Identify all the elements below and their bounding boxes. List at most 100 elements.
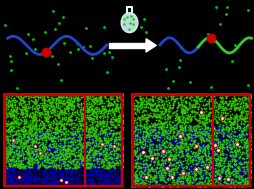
Point <box>18 160 22 163</box>
Point <box>31 179 35 182</box>
Point <box>161 151 165 154</box>
Point <box>177 149 181 152</box>
Point <box>59 156 63 159</box>
Point <box>205 135 209 138</box>
Point <box>55 146 59 149</box>
Point <box>150 166 154 169</box>
Point <box>154 152 158 155</box>
Point <box>20 128 24 131</box>
Point <box>138 121 142 124</box>
Point <box>101 154 105 157</box>
Point <box>167 101 171 105</box>
Point <box>214 160 218 163</box>
Point <box>20 130 24 133</box>
Point <box>11 138 15 141</box>
Point <box>149 159 153 162</box>
Point <box>8 122 12 125</box>
Point <box>213 133 217 136</box>
Point <box>111 98 115 101</box>
Point <box>136 116 140 119</box>
Point <box>103 161 107 164</box>
Point <box>166 141 170 144</box>
Point <box>239 152 243 155</box>
Point <box>187 145 191 148</box>
Point <box>130 145 134 148</box>
Point <box>85 185 89 188</box>
Point <box>72 130 76 133</box>
Point <box>114 108 118 111</box>
Point <box>119 151 123 154</box>
Point <box>99 94 103 97</box>
Point <box>140 149 144 152</box>
Point <box>63 142 67 145</box>
Point <box>108 154 113 157</box>
Point <box>93 106 98 109</box>
Point <box>94 107 98 110</box>
Point <box>95 159 99 162</box>
Point <box>44 51 48 54</box>
Point <box>172 167 177 170</box>
Point <box>95 127 99 130</box>
Point <box>217 179 221 182</box>
Point <box>131 143 135 146</box>
Point <box>167 141 171 144</box>
Point <box>66 149 70 153</box>
Point <box>156 163 160 166</box>
Point <box>237 155 241 158</box>
Point <box>180 174 184 177</box>
Point <box>71 104 75 107</box>
Point <box>134 163 138 166</box>
Point <box>151 159 155 162</box>
Point <box>233 131 237 134</box>
Point <box>192 178 196 181</box>
Point <box>176 176 180 179</box>
Point <box>4 111 8 114</box>
Point <box>151 103 155 106</box>
Point <box>168 115 172 118</box>
Point <box>51 130 55 133</box>
Point <box>233 145 237 148</box>
Point <box>177 118 181 121</box>
Point <box>67 153 71 156</box>
Point <box>107 164 112 167</box>
Point <box>232 126 236 129</box>
Point <box>247 168 251 171</box>
Point <box>218 144 222 147</box>
Point <box>107 109 111 112</box>
Point <box>77 141 81 144</box>
Point <box>199 113 203 116</box>
Point <box>56 146 60 149</box>
Point <box>65 149 69 152</box>
Point <box>81 163 85 166</box>
Point <box>59 134 63 137</box>
Point <box>101 92 105 95</box>
Point <box>171 125 175 128</box>
Point <box>165 176 169 179</box>
Point <box>249 169 253 172</box>
Point <box>34 177 38 180</box>
Point <box>113 130 117 133</box>
Point <box>199 174 203 177</box>
Point <box>245 156 249 159</box>
Point <box>245 177 249 180</box>
Point <box>165 167 169 170</box>
Point <box>7 163 11 166</box>
Point <box>247 139 251 142</box>
Point <box>133 161 137 164</box>
Point <box>209 145 213 148</box>
Point <box>20 149 24 152</box>
Point <box>34 132 38 135</box>
Point <box>95 125 99 128</box>
Point <box>25 180 29 184</box>
Point <box>103 138 107 141</box>
Point <box>20 106 24 109</box>
Point <box>19 182 23 185</box>
Point <box>90 136 94 139</box>
Point <box>213 110 217 113</box>
Point <box>61 159 65 162</box>
Point <box>33 160 37 163</box>
Point <box>50 136 54 139</box>
Point <box>229 129 233 132</box>
Point <box>207 101 211 104</box>
Point <box>8 146 12 149</box>
